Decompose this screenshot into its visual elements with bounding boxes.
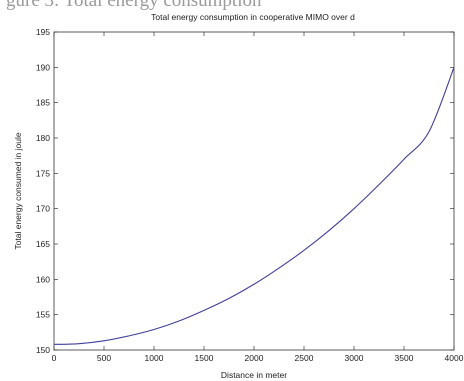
y-tick-label: 180 [36, 133, 50, 143]
y-tick-label: 185 [36, 98, 50, 108]
x-axis: 0 500 1000 1500 2000 2500 3000 3500 4000 [52, 32, 464, 363]
y-tick-label: 170 [36, 204, 50, 214]
x-tick-label: 2000 [245, 353, 264, 363]
x-axis-label: Distance in meter [221, 370, 287, 380]
y-tick-label: 190 [36, 62, 50, 72]
figure-caption-text: gure 3: Total energy consumption [6, 0, 262, 11]
y-tick-label: 175 [36, 168, 50, 178]
x-tick-label: 3500 [395, 353, 414, 363]
series-line-total-energy [53, 67, 455, 345]
y-tick-label: 155 [36, 310, 50, 320]
plot-area [53, 31, 455, 351]
y-tick-label: 160 [36, 274, 50, 284]
x-tick-label: 500 [97, 353, 111, 363]
x-tick-label: 2500 [295, 353, 314, 363]
x-tick-label: 1000 [145, 353, 164, 363]
figure-caption: gure 3: Total energy consumption [0, 0, 464, 12]
x-tick-label: 0 [52, 353, 57, 363]
y-axis: 150 155 160 165 170 175 180 185 190 195 [36, 27, 454, 355]
y-axis-label: Total energy consumed in joule [13, 132, 23, 249]
x-tick-label: 3000 [345, 353, 364, 363]
y-tick-label: 195 [36, 27, 50, 37]
x-tick-label: 4000 [445, 353, 464, 363]
y-tick-label: 165 [36, 239, 50, 249]
y-tick-label: 150 [36, 345, 50, 355]
chart-title: Total energy consumption in cooperative … [151, 12, 355, 22]
x-tick-label: 1500 [195, 353, 214, 363]
